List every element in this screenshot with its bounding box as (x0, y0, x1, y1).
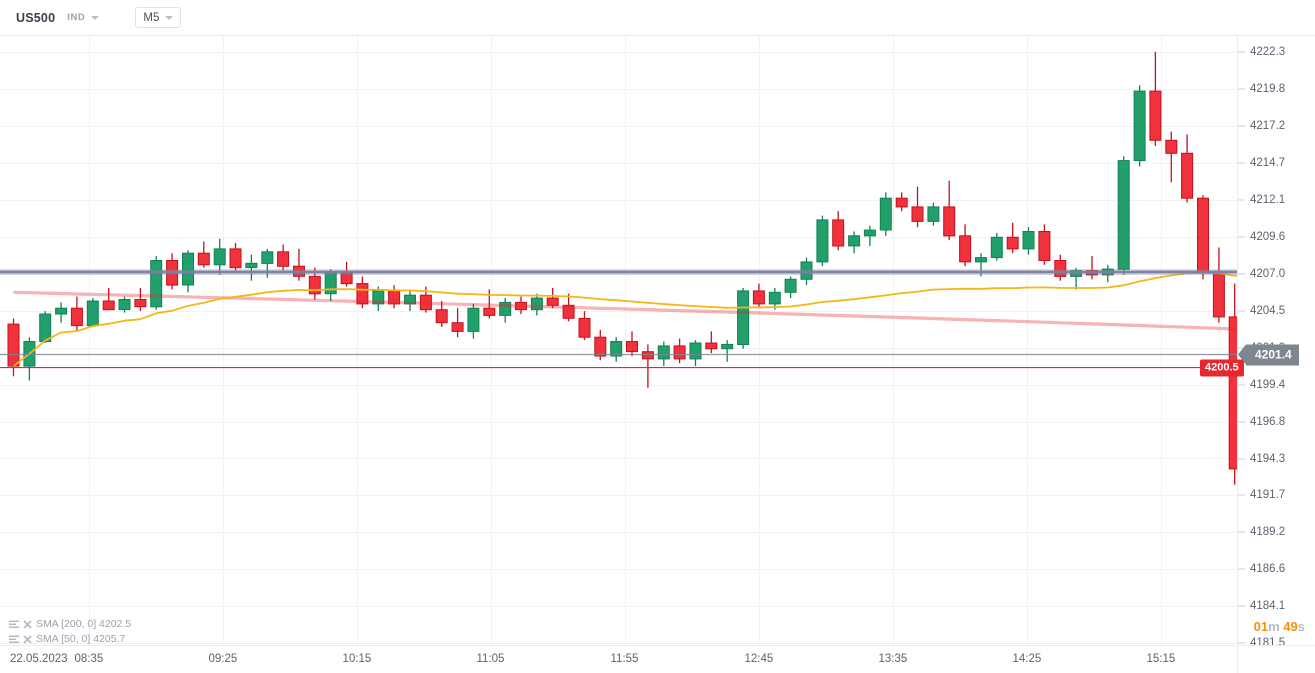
price-tick-label: 4209.6 (1250, 230, 1286, 243)
axis-corner (1237, 645, 1315, 673)
close-icon[interactable] (22, 634, 33, 644)
market-type-dropdown[interactable]: IND (55, 12, 100, 23)
time-tick-label: 13:35 (878, 653, 908, 665)
countdown-seconds-unit: s (1297, 619, 1305, 634)
chart-overlay-lines (0, 269, 1237, 369)
chart-header: US500 IND M5 (0, 0, 1315, 36)
price-tick-dash (1238, 458, 1245, 459)
price-tick-dash (1238, 236, 1245, 238)
close-icon[interactable] (22, 619, 33, 629)
price-tick-label: 4204.5 (1250, 304, 1286, 317)
last-price-badge: 4201.4 (1238, 344, 1299, 366)
countdown-seconds: 49 (1283, 619, 1298, 634)
price-tick-label: 4189.2 (1250, 526, 1286, 539)
price-axis[interactable]: 4222.3 4219.8 4217.2 4214.7 4212.1 4209.6 4207… (1200, 36, 1315, 649)
price-tick-dash (1238, 162, 1245, 164)
price-tick-label: 4207.0 (1250, 267, 1286, 280)
price-tick-label: 4191.7 (1250, 489, 1286, 502)
settings-icon[interactable] (8, 634, 19, 644)
price-tick-label: 4194.3 (1250, 452, 1286, 465)
price-tick-dash (1238, 199, 1245, 201)
candlestick-series (7, 52, 1237, 485)
chevron-down-icon (165, 15, 174, 20)
time-axis[interactable]: 22.05.2023 08:35 09:25 10:15 11:05 11:55 12:45… (0, 645, 1309, 673)
price-tick-label: 4186.6 (1250, 563, 1286, 576)
price-tick-label: 4212.1 (1250, 193, 1286, 206)
chevron-down-icon (91, 15, 100, 20)
price-tick-label: 4219.8 (1250, 83, 1286, 95)
timeframe-label: M5 (143, 11, 160, 24)
time-tick-label: 15:15 (1146, 653, 1176, 665)
indicator-label-sma50: SMA [50, 0] 4205.7 (36, 633, 126, 645)
symbol-name[interactable]: US500 (16, 10, 56, 25)
list-item[interactable]: SMA [200, 0] 4202.5 (8, 617, 131, 631)
price-tick-dash (1238, 605, 1245, 607)
indicator-legend: SMA [200, 0] 4202.5 SMA [50, 0] 4205.7 (8, 617, 131, 647)
time-tick-label: 14:25 (1012, 653, 1042, 665)
price-tick-dash (1238, 310, 1245, 312)
indicator-label-sma200: SMA [200, 0] 4202.5 (36, 618, 132, 630)
time-tick-label: 10:15 (342, 653, 372, 665)
time-tick-label: 11:55 (610, 653, 639, 665)
timeframe-selector[interactable]: M5 (135, 7, 182, 28)
price-tick-label: 4184.1 (1250, 600, 1286, 613)
price-tick-dash (1238, 568, 1245, 570)
price-tick-label: 4214.7 (1250, 156, 1286, 169)
settings-icon[interactable] (8, 619, 19, 629)
time-axis-date: 22.05.2023 (10, 653, 68, 665)
countdown-minutes: 01 (1253, 619, 1269, 634)
bid-price-badge: 4200.5 (1200, 359, 1244, 377)
price-tick-dash (1238, 642, 1245, 644)
list-item[interactable]: SMA [50, 0] 4205.7 (8, 632, 131, 646)
price-tick-dash (1238, 51, 1245, 53)
price-tick-label: 4217.2 (1250, 119, 1286, 132)
time-tick-label: 11:05 (476, 653, 505, 665)
time-tick-label: 09:25 (208, 653, 238, 665)
time-tick-label: 08:35 (74, 653, 104, 665)
chart-plot-area[interactable] (0, 36, 1237, 645)
market-type-label: IND (67, 12, 86, 23)
price-tick-label: 4222.3 (1250, 46, 1286, 58)
chart-gridlines (0, 36, 1237, 645)
price-tick-label: 4199.4 (1250, 378, 1286, 391)
price-tick-dash (1238, 494, 1245, 496)
countdown-minutes-unit: m (1268, 619, 1280, 634)
price-tick-dash (1238, 421, 1245, 422)
price-tick-dash (1238, 531, 1245, 533)
time-tick-label: 12:45 (744, 653, 774, 665)
bar-countdown-timer: 01m 49s (1254, 619, 1305, 634)
price-tick-dash (1238, 384, 1245, 386)
price-tick-dash (1238, 273, 1245, 275)
price-tick-dash (1238, 88, 1245, 90)
price-tick-label: 4196.8 (1250, 415, 1286, 428)
price-tick-dash (1238, 125, 1245, 127)
